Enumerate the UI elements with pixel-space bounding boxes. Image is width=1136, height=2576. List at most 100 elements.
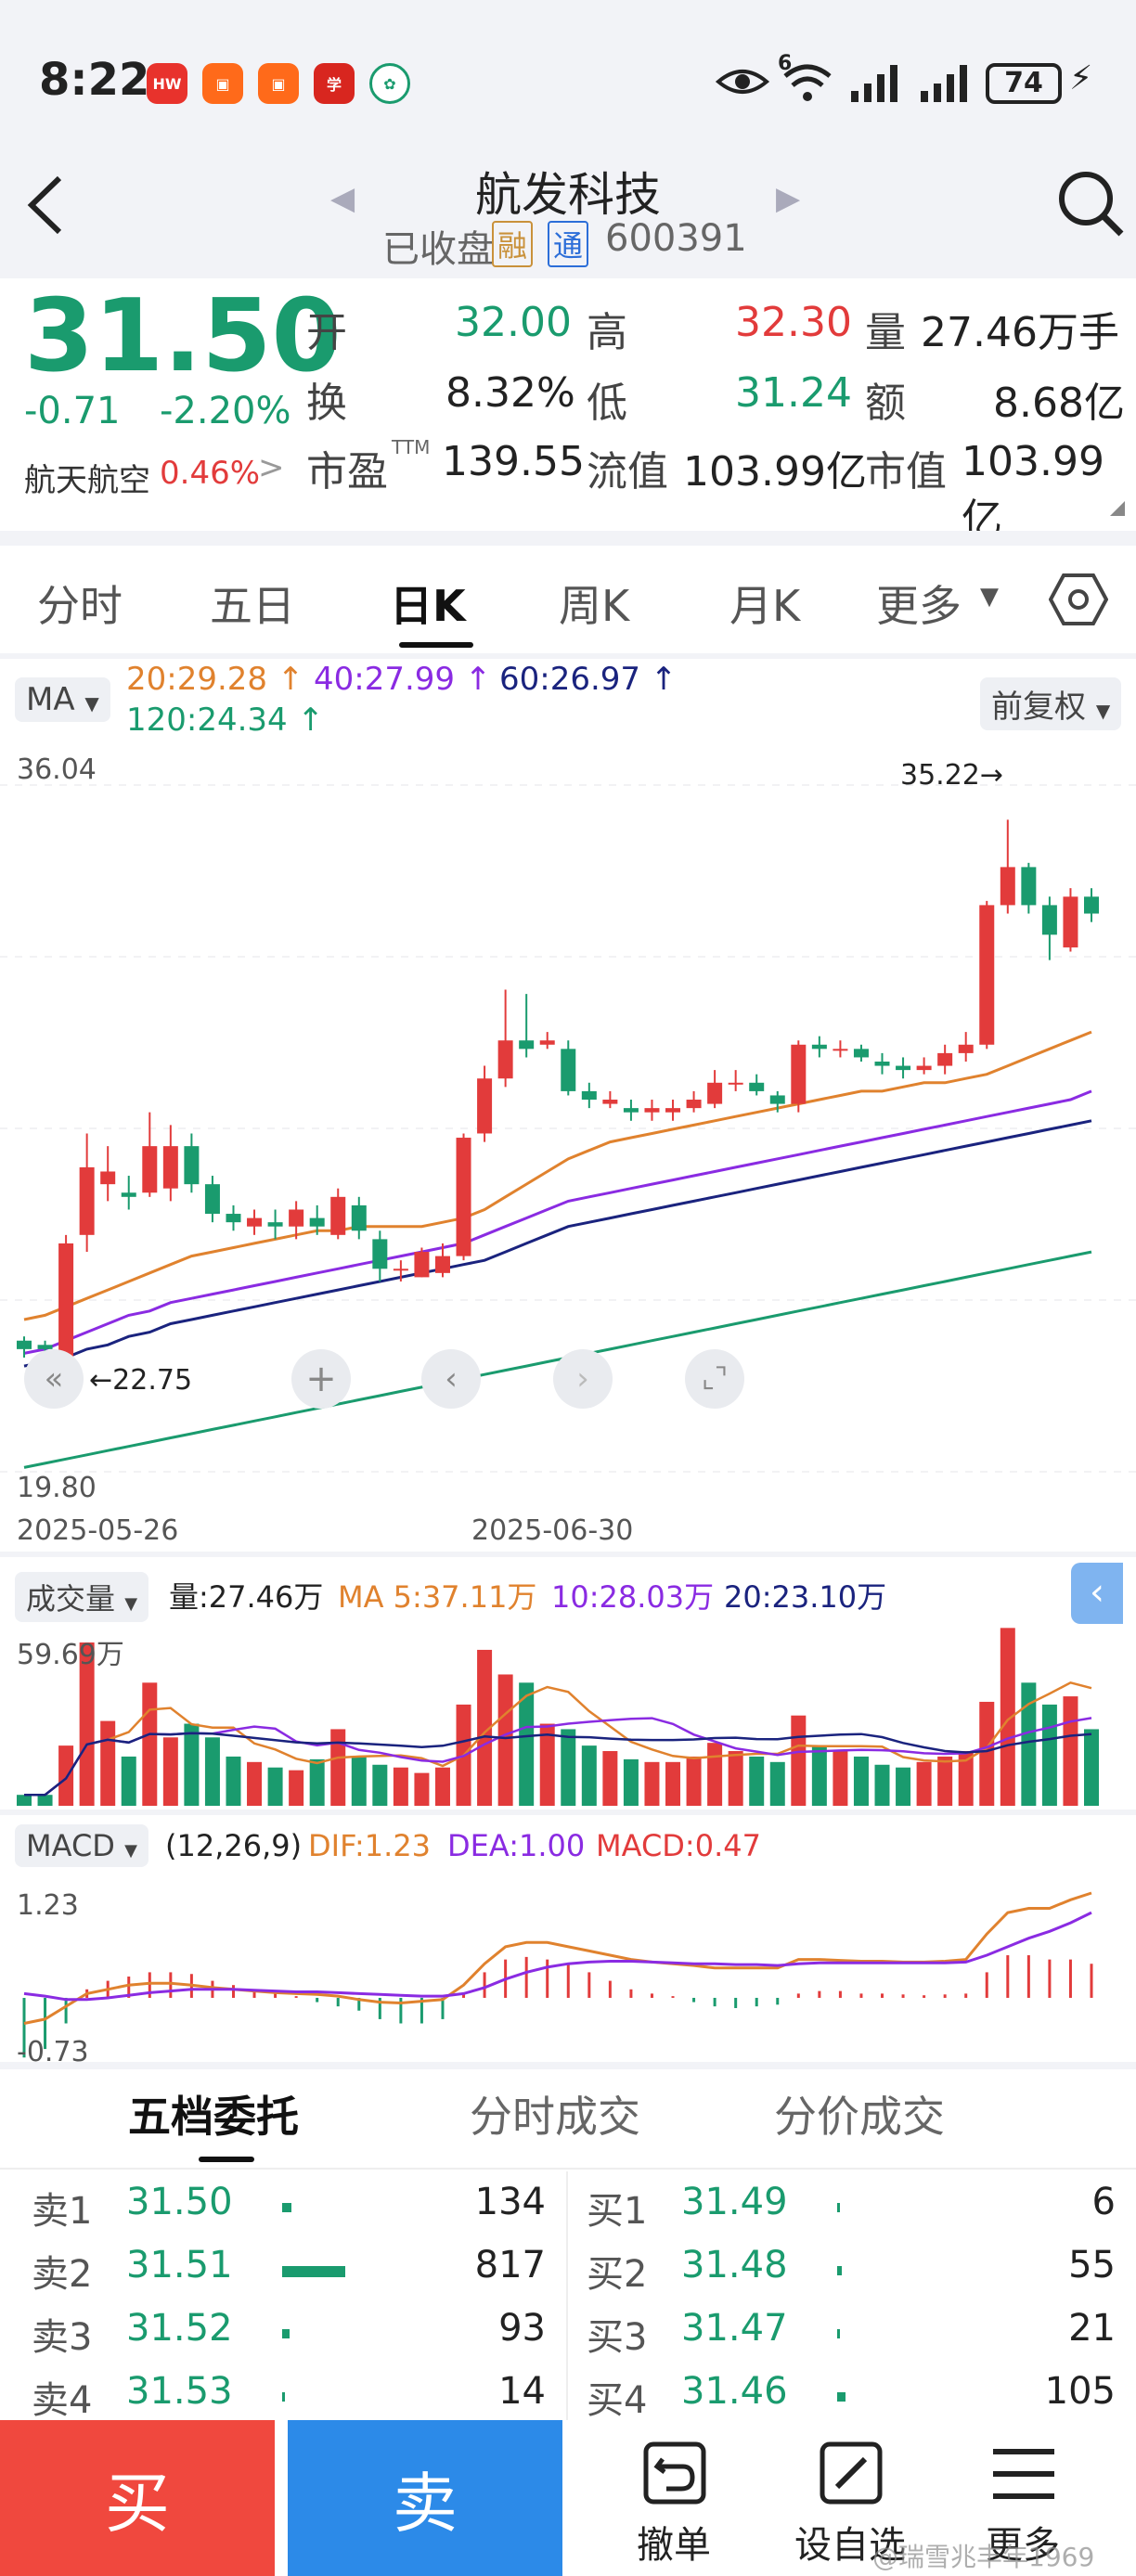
edit-watchlist-icon[interactable] <box>817 2439 885 2507</box>
candle-body <box>226 1214 241 1223</box>
divider <box>0 653 1136 659</box>
open-label: 开 <box>306 309 347 356</box>
cancel-order-label[interactable]: 撤单 <box>637 2524 711 2567</box>
low-marker-label: 22.75 <box>112 1364 193 1397</box>
order-volume: 6 <box>1091 2181 1116 2223</box>
low-value: 31.24 <box>735 369 852 417</box>
macd-chart <box>22 1891 1093 2058</box>
more-label[interactable]: 更多 <box>986 2524 1060 2567</box>
volume-bar <box>519 1682 535 1806</box>
add-watchlist-label[interactable]: 设自选 <box>794 2524 906 2567</box>
settings-icon[interactable] <box>1049 572 1108 627</box>
order-price: 31.50 <box>126 2181 233 2223</box>
tab-tick-trades[interactable]: 分时成交 <box>470 2092 640 2142</box>
active-tab-indicator <box>199 2157 254 2162</box>
candlestick-chart[interactable] <box>0 748 1136 1546</box>
volume-bar <box>979 1701 995 1806</box>
volume-bar <box>162 1737 178 1806</box>
sector-name[interactable]: 航天航空 <box>24 462 150 499</box>
order-label: 买4 <box>587 2379 648 2422</box>
tab-intraday[interactable]: 分时 <box>37 581 123 631</box>
ma-button-label: MA <box>26 681 75 718</box>
chevron-right-icon[interactable]: > <box>258 449 285 486</box>
candle-body <box>1000 867 1015 906</box>
order-row: 买4 31.46 105 <box>568 2366 1136 2429</box>
volume-bar <box>434 1767 450 1806</box>
scroll-left-icon[interactable]: ‹ <box>421 1349 481 1409</box>
candle-body <box>393 1269 408 1271</box>
eye-icon <box>715 70 770 94</box>
candle-body <box>456 1138 471 1256</box>
volume-y-max: 59.69万 <box>17 1639 124 1671</box>
y-axis-max: 36.04 <box>17 753 97 786</box>
candle-body <box>100 1171 116 1185</box>
adjust-button[interactable]: 前复权 ▼ <box>980 677 1122 730</box>
active-tab-indicator <box>399 642 473 648</box>
macd-indicator-button[interactable]: MACD ▼ <box>15 1824 148 1867</box>
ma40-label: 40:27.99 <box>314 661 456 698</box>
candle-body <box>916 1065 932 1071</box>
mcap-label: 市值 <box>865 448 947 496</box>
order-volume-bar <box>282 2203 291 2212</box>
volume-bar <box>958 1751 974 1806</box>
back-arrow-icon[interactable] <box>22 173 69 238</box>
tab-weekly-k[interactable]: 周K <box>559 581 630 631</box>
ma60-label: 60:26.97 <box>499 661 641 698</box>
volume-chart <box>17 1628 1099 1806</box>
stock-name: 航发科技 <box>475 168 661 222</box>
candle-body <box>833 1049 848 1051</box>
volume-bar <box>100 1720 116 1806</box>
candle-body <box>519 1040 535 1050</box>
cancel-order-icon[interactable] <box>640 2439 709 2507</box>
order-volume: 55 <box>1068 2244 1116 2286</box>
pe-value: 139.55 <box>442 438 585 485</box>
tab-price-volume[interactable]: 分价成交 <box>774 2092 945 2142</box>
fullscreen-icon[interactable]: ⌞⌝ <box>685 1349 744 1409</box>
order-volume-bar <box>837 2203 840 2212</box>
tab-daily-k[interactable]: 日K <box>390 581 466 631</box>
volume-bar <box>602 1751 618 1806</box>
tab-monthly-k[interactable]: 月K <box>729 581 801 631</box>
volume-ma5: MA 5:37.11万 <box>338 1579 537 1615</box>
candle-body <box>1063 896 1078 947</box>
scroll-right-icon[interactable]: › <box>553 1349 613 1409</box>
volume-bar <box>853 1756 869 1806</box>
candle-body <box>623 1108 639 1113</box>
last-price: 31.50 <box>24 278 342 394</box>
rewind-icon[interactable]: « <box>24 1349 84 1409</box>
next-stock-icon[interactable]: ▶ <box>776 180 801 217</box>
candle-body <box>853 1049 869 1058</box>
sector-pct: 0.46% <box>160 455 261 492</box>
candle-body <box>497 1040 513 1079</box>
buy-button[interactable]: 买 <box>0 2420 275 2576</box>
expand-corner-icon[interactable] <box>1110 501 1125 516</box>
volume-bar <box>414 1772 430 1806</box>
tab-five-day[interactable]: 五日 <box>210 581 295 631</box>
volume-label: 量 <box>865 309 906 356</box>
volume-ma-line <box>24 1732 1092 1797</box>
prev-stock-icon[interactable]: ◀ <box>330 180 355 217</box>
order-volume: 105 <box>1044 2370 1116 2413</box>
low-label: 低 <box>587 380 627 427</box>
sell-button[interactable]: 卖 <box>288 2420 562 2576</box>
ma-indicator-button[interactable]: MA ▼ <box>15 677 110 722</box>
volume-bar <box>142 1682 158 1806</box>
chevron-down-icon: ▼ <box>980 583 999 611</box>
collapse-panel-icon[interactable]: ‹ <box>1071 1563 1123 1624</box>
volume-bar <box>267 1767 283 1806</box>
candle-body <box>204 1184 220 1215</box>
stock-code: 600391 <box>605 217 747 260</box>
volume-indicator-button[interactable]: 成交量 ▼ <box>15 1572 149 1622</box>
volume-bar <box>393 1767 408 1806</box>
tab-more[interactable]: 更多 <box>876 581 962 631</box>
more-menu-icon[interactable] <box>989 2446 1058 2502</box>
tab-order-book[interactable]: 五档委托 <box>128 2092 299 2142</box>
divider <box>0 1552 1136 1557</box>
divider <box>0 531 1136 546</box>
divider <box>0 2168 1136 2170</box>
pe-label: 市盈 <box>306 448 388 496</box>
candle-body <box>561 1049 576 1091</box>
search-icon[interactable] <box>1054 167 1129 241</box>
candle-body <box>434 1256 450 1273</box>
zoom-in-icon[interactable]: + <box>291 1349 351 1409</box>
